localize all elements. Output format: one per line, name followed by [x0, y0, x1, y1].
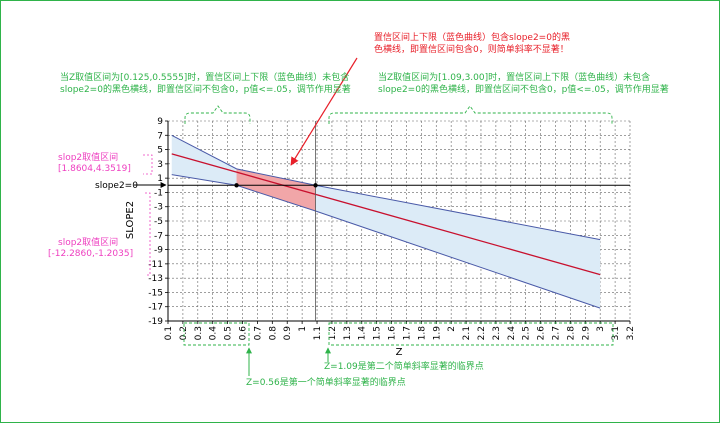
x-tick-label: 0.5: [224, 326, 234, 340]
x-tick-label: 2.1: [462, 326, 472, 340]
x-tick-label: 0.1: [164, 326, 174, 340]
x-tick-label: 0.2: [179, 326, 189, 340]
critical-point: [313, 183, 318, 188]
svg-text:slope2=0的黑色横线，即置信区间不包含0，p值<=.0: slope2=0的黑色横线，即置信区间不包含0，p值<=.05，调节作用显著: [378, 83, 669, 95]
confidence-band: [171, 135, 601, 309]
y-tick-label: -19: [148, 317, 163, 327]
x-tick-label: 0.3: [194, 326, 204, 340]
y-tick-label: -9: [154, 246, 163, 256]
y-tick-label: 1: [157, 174, 163, 184]
x-tick-label: 2: [447, 326, 457, 332]
svg-text:色横线，即置信区间包含0，则简单斜率不显著！: 色横线，即置信区间包含0，则简单斜率不显著！: [374, 43, 569, 55]
svg-text:slope2=0的黑色横线，即置信区间不包含0，p值<=.0: slope2=0的黑色横线，即置信区间不包含0，p值<=.05，调节作用显著: [60, 83, 351, 95]
y-tick-label: -13: [148, 274, 163, 284]
z2-note: Z=1.09是第二个简单斜率显著的临界点: [324, 360, 484, 372]
y-tick-label: 7: [157, 131, 163, 141]
y-axis-label: SLOPE2: [125, 201, 136, 239]
x-tick-label: 2.8: [566, 326, 576, 341]
non-significant-region: [236, 168, 316, 211]
tick-labels: 9 7 5 3 1 -1 -3 -5 -7 -9 -11 -13 -15 -17 -190.1 0.2 0.3 0…: [148, 117, 636, 340]
slope-zero-label: slope2=0: [95, 181, 138, 191]
x-tick-label: 2.9: [581, 326, 591, 341]
x-tick-label: 2.4: [507, 326, 517, 341]
right-green-note: 当Z取值区间为[1.09,3.00]时，置信区间上下限（蓝色曲线）未包含 slo…: [378, 71, 669, 95]
y-tick-label: 5: [157, 146, 163, 156]
y-tick-label: -3: [154, 203, 163, 213]
svg-text:[1.8604,4.3519]: [1.8604,4.3519]: [58, 164, 131, 174]
y-tick-label: -5: [154, 217, 163, 227]
x-tick-label: 1.2: [328, 326, 338, 340]
x-tick-label: 1.5: [373, 326, 383, 340]
svg-text:slop2取值区间: slop2取值区间: [58, 236, 118, 248]
y-tick-label: 9: [157, 117, 163, 127]
pink-lower-note: slop2取值区间 [-12.2860,-1.2035]: [48, 192, 151, 276]
y-tick-label: -17: [148, 303, 163, 313]
y-tick-label: -1: [154, 188, 163, 198]
y-tick-label: -15: [148, 288, 163, 298]
x-tick-label: 2.5: [522, 326, 532, 340]
x-tick-label: 0.4: [209, 326, 219, 341]
x-tick-label: 3: [596, 326, 606, 332]
y-tick-label: 3: [157, 160, 163, 170]
x-tick-label: 0.9: [283, 326, 293, 341]
svg-text:置信区间上下限（蓝色曲线）包含slope2=0的黑: 置信区间上下限（蓝色曲线）包含slope2=0的黑: [374, 31, 570, 43]
x-tick-label: 0.6: [239, 326, 249, 341]
x-tick-label: 2.6: [537, 326, 547, 341]
x-tick-label: 2.2: [477, 326, 487, 340]
x-tick-label: 3.1: [611, 326, 621, 340]
critical-points: [234, 183, 318, 188]
y-tick-label: -11: [148, 260, 163, 270]
x-tick-label: 1.8: [417, 326, 427, 341]
red-pointer-arrow: [290, 57, 358, 166]
x-tick-label: 1.9: [432, 326, 442, 341]
left-brace: [184, 105, 251, 124]
x-tick-label: 1: [298, 326, 308, 332]
x-tick-label: 2.7: [551, 326, 561, 340]
x-tick-label: 1.7: [402, 326, 412, 340]
x-tick-label: 1.3: [343, 326, 353, 340]
series-lines: [171, 134, 601, 309]
top-red-note: 置信区间上下限（蓝色曲线）包含slope2=0的黑 色横线，即置信区间包含0，则…: [290, 31, 570, 166]
right-x-range-box: [328, 322, 614, 346]
x-tick-label: 3.2: [626, 326, 636, 340]
series-line-upper: [171, 134, 601, 241]
left-green-note: 当Z取值区间为[0.125,0.5555]时，置信区间上下限（蓝色曲线）未包含 …: [60, 71, 351, 95]
svg-text:当Z取值区间为[1.09,3.00]时，置信区间上下限（蓝色: 当Z取值区间为[1.09,3.00]时，置信区间上下限（蓝色曲线）未包含: [378, 71, 650, 83]
x-tick-label: 1.1: [313, 326, 323, 340]
z1-note: Z=0.56是第一个简单斜率显著的临界点: [246, 376, 406, 388]
y-tick-label: -7: [154, 231, 163, 241]
right-brace: [328, 105, 613, 124]
band-fill: [171, 135, 601, 309]
x-tick-label: 1.6: [388, 326, 398, 341]
critical-point: [234, 183, 239, 188]
x-tick-label: 1.4: [358, 326, 368, 341]
x-tick-label: 2.3: [492, 326, 502, 340]
axes: [165, 120, 631, 324]
x-tick-label: 0.8: [268, 326, 278, 341]
series-line-lower: [171, 174, 601, 309]
x-axis-label: Z: [396, 347, 403, 358]
x-tick-label: 0.7: [253, 326, 263, 340]
svg-text:当Z取值区间为[0.125,0.5555]时，置信区间上下限: 当Z取值区间为[0.125,0.5555]时，置信区间上下限（蓝色曲线）未包含: [60, 71, 349, 83]
left-x-range-box: [183, 322, 250, 346]
svg-text:[-12.2860,-1.2035]: [-12.2860,-1.2035]: [48, 249, 133, 259]
series-line-estimate: [171, 153, 601, 276]
pink-upper-note: slop2取值区间 [1.8604,4.3519]: [58, 151, 153, 175]
svg-text:slop2取值区间: slop2取值区间: [58, 151, 118, 163]
